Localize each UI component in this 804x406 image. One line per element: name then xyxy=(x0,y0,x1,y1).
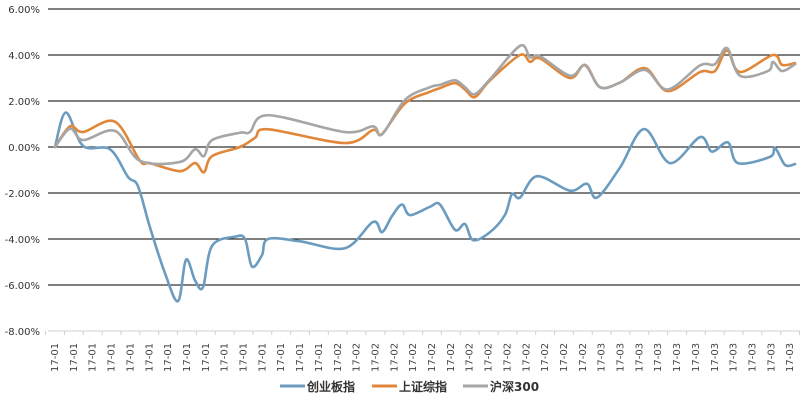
x-tick-label: 17-01 xyxy=(50,343,61,372)
x-tick-label: 17-01 xyxy=(295,343,306,372)
x-tick-label: 17-02 xyxy=(578,343,589,372)
x-tick-label: 17-03 xyxy=(785,343,796,372)
y-tick-label: 2.00% xyxy=(8,97,40,108)
y-tick-label: -2.00% xyxy=(5,189,40,200)
x-tick-label: 17-01 xyxy=(220,343,231,372)
x-tick-label: 17-01 xyxy=(276,343,287,372)
x-tick-label: 17-02 xyxy=(502,343,513,372)
y-tick-label: -8.00% xyxy=(5,327,40,338)
x-tick-label: 17-01 xyxy=(239,343,250,372)
x-axis: 17-01 17-01 17-01 17-01 17-01 17-01 17-01 17-01… xyxy=(45,330,801,372)
x-tick-label: 17-03 xyxy=(653,343,664,372)
x-tick-label: 17-03 xyxy=(710,343,721,372)
legend: 创业板指 上证综指 沪深300 xyxy=(280,379,539,394)
y-tick-label: 0.00% xyxy=(8,143,40,154)
y-tick-label: 4.00% xyxy=(8,51,40,62)
series-line-1 xyxy=(53,49,797,174)
y-tick-label: -4.00% xyxy=(5,235,40,246)
x-tick-label: 17-01 xyxy=(163,343,174,372)
series-line-0 xyxy=(53,111,797,303)
x-tick-label: 17-03 xyxy=(597,343,608,372)
y-axis: 6.00% 4.00% 2.00% 0.00% -2.00% -4.00% -6.00% -8… xyxy=(5,5,40,338)
x-tick-label: 17-02 xyxy=(389,343,400,372)
x-tick-label: 17-02 xyxy=(484,343,495,372)
x-tick-label: 17-01 xyxy=(257,343,268,372)
series-line-2 xyxy=(53,43,797,166)
x-tick-label: 17-01 xyxy=(125,343,136,372)
x-tick-label: 17-02 xyxy=(370,343,381,372)
series-lines xyxy=(53,43,797,303)
legend-label: 创业板指 xyxy=(306,379,355,394)
x-tick-label: 17-02 xyxy=(333,343,344,372)
x-tick-label: 17-03 xyxy=(634,343,645,372)
x-tick-label: 17-01 xyxy=(107,343,118,372)
x-tick-label: 17-03 xyxy=(616,343,627,372)
x-tick-label: 17-01 xyxy=(201,343,212,372)
x-tick-label: 17-01 xyxy=(88,343,99,372)
x-tick-label: 17-03 xyxy=(747,343,758,372)
x-tick-label: 17-02 xyxy=(352,343,363,372)
y-tick-label: 6.00% xyxy=(8,5,40,16)
x-tick-label: 17-03 xyxy=(766,343,777,372)
x-tick-label: 17-02 xyxy=(521,343,532,372)
x-tick-label: 17-01 xyxy=(182,343,193,372)
x-tick-label: 17-02 xyxy=(540,343,551,372)
legend-label: 沪深300 xyxy=(490,379,539,394)
legend-label: 上证综指 xyxy=(399,379,447,394)
x-tick-label: 17-02 xyxy=(427,343,438,372)
x-tick-label: 17-02 xyxy=(465,343,476,372)
gridlines xyxy=(48,8,800,286)
x-tick-label: 17-01 xyxy=(314,343,325,372)
x-tick-label: 17-02 xyxy=(446,343,457,372)
x-tick-label: 17-01 xyxy=(144,343,155,372)
x-tick-label: 17-03 xyxy=(729,343,740,372)
y-tick-label: -6.00% xyxy=(5,281,40,292)
x-tick-label: 17-01 xyxy=(69,343,80,372)
x-tick-label: 17-02 xyxy=(559,343,570,372)
x-tick-label: 17-02 xyxy=(408,343,419,372)
x-tick-label: 17-03 xyxy=(672,343,683,372)
x-tick-label: 17-03 xyxy=(691,343,702,372)
